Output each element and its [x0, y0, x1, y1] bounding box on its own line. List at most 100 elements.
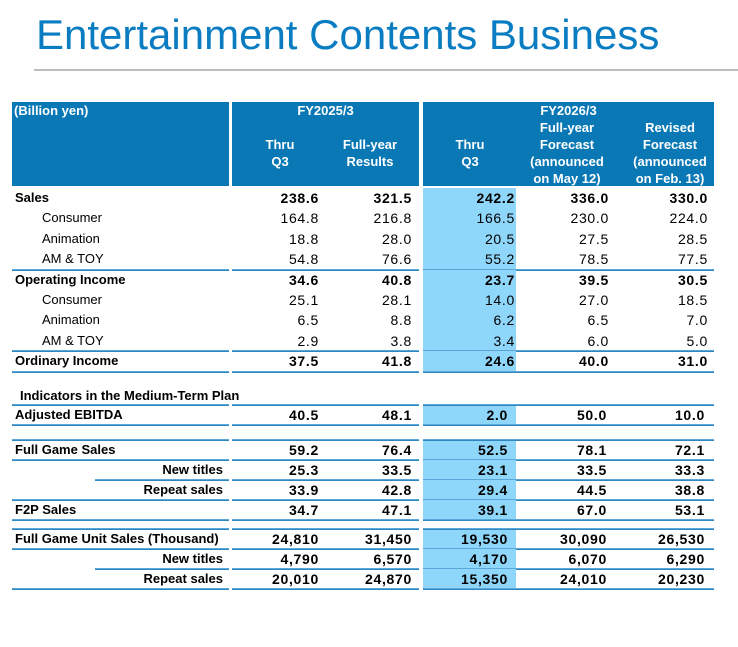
value-cell: 6,070: [516, 549, 615, 570]
section-title-indicators: Indicators in the Medium-Term Plan: [20, 388, 240, 403]
column-header-line: Thru: [455, 137, 485, 152]
value-cell: 20,010: [232, 569, 322, 590]
row-label: Animation: [42, 312, 100, 328]
value-cell: 230.0: [570, 210, 609, 227]
value-cell-highlighted: 29.4: [423, 480, 516, 501]
table-row-full-game-unit-sales: Full Game Unit Sales (Thousand) 24,810 3…: [12, 528, 714, 550]
table-row-f2p-sales: F2P Sales 34.7 47.1 39.1 67.0 53.1: [12, 500, 714, 521]
table-row-operating-income-am-toy: AM & TOY 2.9 3.8 3.4 6.0 5.0: [12, 330, 714, 353]
value-cell-highlighted: 39.1: [423, 500, 516, 521]
value-cell: 321.5: [373, 190, 412, 206]
value-cell-highlighted: 24.6: [423, 351, 516, 373]
title-divider: [34, 69, 738, 71]
value-cell: 33.3: [615, 460, 714, 481]
value-cell: 24,870: [322, 569, 419, 590]
column-header-line: Full-year: [539, 120, 595, 135]
column-header-line: Q3: [461, 154, 479, 169]
value-cell: 30,090: [516, 528, 615, 550]
value-cell-highlighted: 6.2: [423, 310, 516, 331]
table-row-sales-consumer: Consumer 164.8 216.8 166.5 230.0 224.0: [12, 208, 714, 229]
table-row-full-game-repeat-sales: Repeat sales 33.9 42.8 29.4 44.5 38.8: [12, 480, 714, 501]
value-cell: 72.1: [615, 439, 714, 461]
value-cell: 18.8: [288, 230, 319, 247]
table-row-unit-repeat-sales: Repeat sales 20,010 24,870 15,350 24,010…: [12, 569, 714, 590]
value-cell: 18.5: [677, 292, 708, 308]
value-cell: 31.0: [615, 351, 714, 373]
value-cell: 8.8: [390, 312, 412, 329]
header-label-block: [12, 102, 229, 186]
table-row-sales-am-toy: AM & TOY 54.8 76.6 55.2 78.5 77.5: [12, 249, 714, 271]
value-cell: 78.1: [516, 439, 615, 461]
value-cell: 53.1: [615, 500, 714, 521]
row-label: Sales: [15, 190, 49, 205]
row-label: AM & TOY: [12, 249, 229, 271]
value-cell: 336.0: [570, 190, 609, 206]
value-cell-highlighted: 23.7: [423, 269, 516, 290]
row-label: AM & TOY: [12, 331, 229, 353]
table-row-sales: Sales 238.6 321.5 242.2 336.0 330.0: [12, 188, 714, 209]
value-cell: 6.0: [516, 331, 615, 353]
row-label: Consumer: [42, 292, 102, 307]
row-label: Full Game Unit Sales (Thousand): [12, 528, 229, 550]
table-row-operating-income-consumer: Consumer 25.1 28.1 14.0 27.0 18.5: [12, 290, 714, 311]
row-label: New titles: [12, 549, 229, 570]
value-cell: 41.8: [322, 351, 419, 373]
value-cell: 44.5: [516, 480, 615, 501]
value-cell: 238.6: [280, 190, 319, 206]
unit-label: (Billion yen): [14, 103, 89, 118]
value-cell-highlighted: 19,530: [423, 528, 516, 550]
value-cell: 77.5: [615, 249, 714, 271]
column-header-line: Full-year: [342, 137, 398, 152]
table-row-operating-income-animation: Animation 6.5 8.8 6.2 6.5 7.0: [12, 310, 714, 331]
value-cell: 67.0: [516, 500, 615, 521]
row-label: Consumer: [42, 210, 102, 226]
row-label: Operating Income: [15, 271, 126, 287]
column-header-line: Results: [346, 154, 394, 169]
table-row-unit-new-titles: New titles 4,790 6,570 4,170 6,070 6,290: [12, 549, 714, 570]
value-cell: 28.0: [381, 230, 412, 247]
column-header-line: Q3: [271, 154, 289, 169]
column-header-line: (announced: [530, 154, 604, 169]
value-cell: 47.1: [322, 500, 419, 521]
column-header-line: (announced: [633, 154, 707, 169]
row-label: Adjusted EBITDA: [12, 404, 229, 426]
header-fy2025-block: [232, 102, 419, 186]
row-label: Full Game Sales: [12, 439, 229, 461]
column-header-line: Thru: [265, 137, 295, 152]
group-fy2025: FY2025/3: [297, 103, 354, 118]
value-cell: 76.4: [322, 439, 419, 461]
table-row-sales-animation: Animation 18.8 28.0 20.5 27.5 28.5: [12, 228, 714, 250]
table-row-adjusted-ebitda: Adjusted EBITDA 40.5 48.1 2.0 50.0 10.0: [12, 404, 714, 426]
value-cell: 33.9: [232, 480, 322, 501]
value-cell: 48.1: [322, 404, 419, 426]
value-cell: 6,570: [322, 549, 419, 570]
value-cell: 20,230: [615, 569, 714, 590]
value-cell: 6.5: [587, 312, 609, 329]
value-cell-highlighted: 55.2: [423, 249, 516, 271]
value-cell: 4,790: [232, 549, 322, 570]
value-cell: 6,290: [615, 549, 714, 570]
value-cell-highlighted: 4,170: [423, 549, 516, 570]
row-label: Repeat sales: [12, 480, 229, 501]
value-cell: 40.0: [516, 351, 615, 373]
column-header-line: Revised: [645, 120, 695, 135]
value-cell: 224.0: [669, 210, 708, 227]
results-table: Sales 238.6 321.5 242.2 336.0 330.0 Cons…: [12, 0, 714, 647]
table-row-operating-income: Operating Income 34.6 40.8 23.7 39.5 30.…: [12, 269, 714, 290]
row-label: New titles: [12, 460, 229, 481]
value-cell-highlighted: 20.5: [423, 228, 516, 250]
value-cell: 54.8: [232, 249, 322, 271]
value-cell: 24,810: [232, 528, 322, 550]
value-cell: 40.5: [232, 404, 322, 426]
group-fy2026: FY2026/3: [540, 103, 597, 118]
row-label: Ordinary Income: [12, 351, 229, 373]
value-cell-highlighted: 23.1: [423, 460, 516, 481]
value-cell: 25.3: [232, 460, 322, 481]
value-cell: 33.5: [322, 460, 419, 481]
value-cell: 5.0: [615, 331, 714, 353]
column-header-line: on Feb. 13): [635, 171, 705, 186]
value-cell: 330.0: [669, 190, 708, 206]
value-cell: 39.5: [578, 271, 609, 288]
value-cell: 76.6: [322, 249, 419, 271]
value-cell-highlighted: 15,350: [423, 569, 516, 590]
